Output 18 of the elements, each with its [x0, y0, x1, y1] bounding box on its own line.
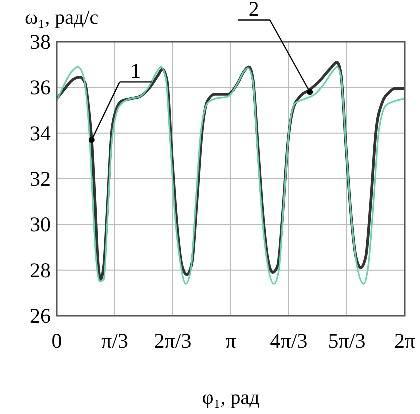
x-tick-label: π/3: [102, 329, 128, 353]
y-tick-label: 28: [30, 258, 51, 282]
y-tick-label: 30: [30, 212, 51, 237]
annotation: 1: [130, 59, 142, 84]
y-tick-label: 36: [30, 76, 51, 100]
x-axis-title: φ₁, рад: [202, 387, 260, 409]
annotation: 2: [248, 0, 260, 22]
x-tick-label: 2π: [394, 329, 416, 353]
y-tick-label: 26: [30, 304, 51, 328]
y-tick-label: 38: [30, 30, 51, 54]
x-tick-label: 5π/3: [328, 329, 366, 353]
x-tick-label: 4π/3: [270, 329, 308, 353]
x-tick-label: π: [226, 329, 237, 353]
x-tick-label: 2π/3: [154, 329, 192, 353]
y-tick-label: 34: [30, 121, 52, 146]
y-axis-title: ω₁, рад/с: [25, 7, 99, 29]
y-tick-label: 32: [30, 167, 51, 191]
x-tick-label: 0: [52, 329, 62, 353]
